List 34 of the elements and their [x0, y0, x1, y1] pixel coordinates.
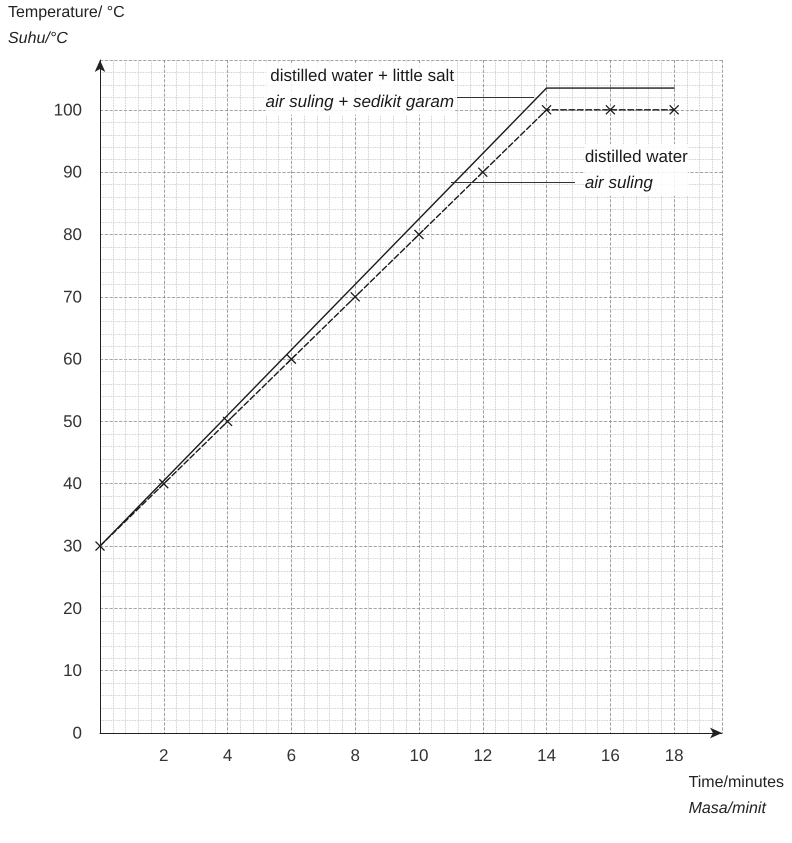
- x-tick-label: 14: [537, 746, 556, 765]
- y-tick-label: 70: [63, 287, 82, 306]
- point: [350, 292, 360, 302]
- point: [94, 540, 106, 552]
- x-tick-label: 12: [473, 746, 492, 765]
- point: [286, 354, 297, 364]
- x-tick-label: 16: [600, 746, 620, 765]
- x-tick-label: 18: [664, 746, 684, 765]
- point: [605, 104, 616, 115]
- x-tick-label: 8: [350, 746, 360, 765]
- point: [541, 104, 552, 115]
- y-tick-label: 60: [63, 350, 82, 369]
- y-tick-label: 80: [63, 224, 82, 244]
- y-tick-label: 0: [72, 724, 82, 742]
- point: [478, 167, 488, 178]
- x-tick-label: 2: [159, 746, 169, 765]
- y-tick-label: 50: [63, 412, 82, 431]
- y-tick-label: 10: [63, 661, 82, 680]
- y-tick-label: 20: [63, 598, 82, 618]
- text: distilled water air suling: [584, 147, 688, 192]
- x-tick-label: 10: [410, 746, 428, 765]
- text: distilled water + little salt air suling + sedikit garam: [266, 66, 454, 112]
- point: [222, 416, 233, 427]
- point: [158, 478, 169, 489]
- point: [414, 229, 424, 240]
- y-tick-label: 30: [63, 536, 82, 556]
- x-tick-label: 6: [286, 746, 296, 765]
- point: [669, 104, 680, 115]
- x-axis-title: Time/minutes Masa/minit: [688, 774, 784, 817]
- y-tick-label: 40: [63, 474, 82, 494]
- x-tick-label: 4: [222, 746, 232, 765]
- y-axis-title: Temperature/ °C Suhu/°C: [8, 4, 125, 47]
- y-tick-label: 90: [63, 162, 82, 182]
- y-tick-label: 100: [54, 100, 82, 120]
